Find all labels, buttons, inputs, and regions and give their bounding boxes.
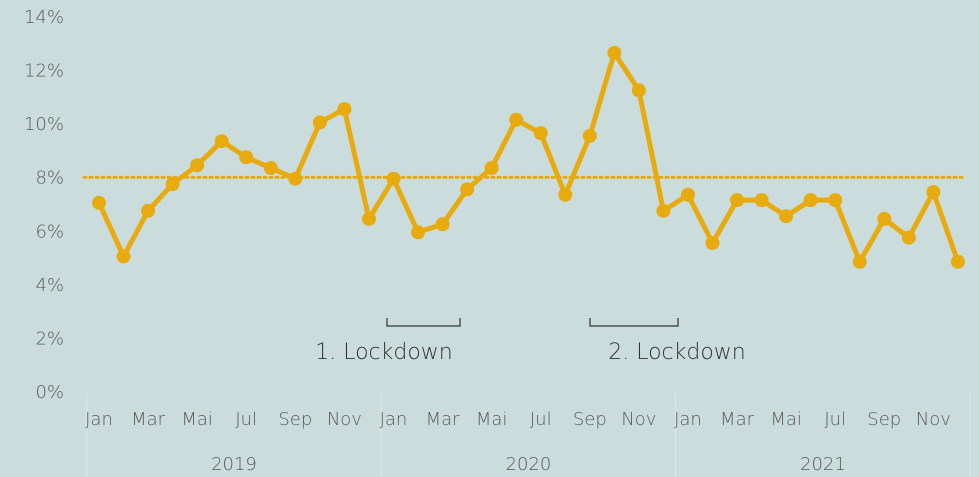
x-tick-label: Jan xyxy=(380,409,408,430)
y-tick-label: 2% xyxy=(35,328,64,349)
point xyxy=(386,171,401,186)
point xyxy=(509,112,524,127)
point xyxy=(435,217,450,232)
x-tick-label: Sep xyxy=(278,409,312,430)
point xyxy=(312,115,327,130)
point xyxy=(779,209,794,224)
x-tick-label: Mar xyxy=(720,409,755,430)
point xyxy=(901,230,916,245)
point xyxy=(730,193,745,208)
x-tick-label: Mar xyxy=(426,409,461,430)
point xyxy=(116,249,131,264)
x-tick-label: Jul xyxy=(235,409,257,430)
point xyxy=(582,128,597,143)
y-tick-label: 12% xyxy=(24,61,64,82)
point xyxy=(411,225,426,240)
x-tick-label: Sep xyxy=(867,409,901,430)
annotation-brackets xyxy=(386,318,679,327)
point xyxy=(926,185,941,200)
point xyxy=(631,83,646,98)
point xyxy=(828,193,843,208)
year-label: 2020 xyxy=(506,454,552,475)
point xyxy=(190,158,205,173)
year-label: 2019 xyxy=(211,454,257,475)
x-tick-label: Sep xyxy=(573,409,607,430)
x-tick-label: Nov xyxy=(916,409,951,430)
point xyxy=(214,134,229,149)
point xyxy=(558,187,573,202)
point xyxy=(950,254,965,269)
point xyxy=(239,150,254,165)
annotation: 2. Lockdown xyxy=(608,340,746,365)
point xyxy=(460,182,475,197)
point xyxy=(680,187,695,202)
point xyxy=(288,171,303,186)
x-tick-label: Nov xyxy=(621,409,656,430)
point xyxy=(263,161,278,175)
y-tick-label: 6% xyxy=(35,221,64,242)
y-tick-label: 10% xyxy=(24,114,64,135)
y-tick-label: 0% xyxy=(35,382,64,403)
point xyxy=(705,236,720,250)
year-label: 2021 xyxy=(800,454,846,475)
point xyxy=(141,203,156,218)
bracket xyxy=(589,318,679,327)
x-tick-label: Jan xyxy=(85,409,113,430)
point xyxy=(92,195,106,210)
y-tick-label: 4% xyxy=(35,275,64,296)
x-tick-label: Mai xyxy=(770,409,802,430)
annotation: 1. Lockdown xyxy=(315,340,453,365)
point xyxy=(754,193,769,208)
bracket xyxy=(386,318,461,327)
point xyxy=(337,102,352,117)
x-tick-label: Nov xyxy=(327,409,362,430)
y-tick-label: 8% xyxy=(35,168,64,189)
point xyxy=(361,211,376,226)
x-tick-label: Mai xyxy=(476,409,508,430)
series-line xyxy=(96,50,961,265)
point xyxy=(656,203,671,218)
point xyxy=(607,45,622,60)
x-tick-label: Mar xyxy=(131,409,166,430)
point xyxy=(852,254,867,269)
point xyxy=(803,193,818,208)
x-tick-label: Jan xyxy=(674,409,702,430)
x-tick-label: Mai xyxy=(181,409,213,430)
y-tick-label: 14% xyxy=(24,7,64,28)
point xyxy=(877,211,892,226)
point xyxy=(533,126,548,141)
point xyxy=(484,161,499,175)
x-tick-label: Jul xyxy=(530,409,552,430)
x-tick-label: Jul xyxy=(824,409,846,430)
point xyxy=(165,177,180,192)
